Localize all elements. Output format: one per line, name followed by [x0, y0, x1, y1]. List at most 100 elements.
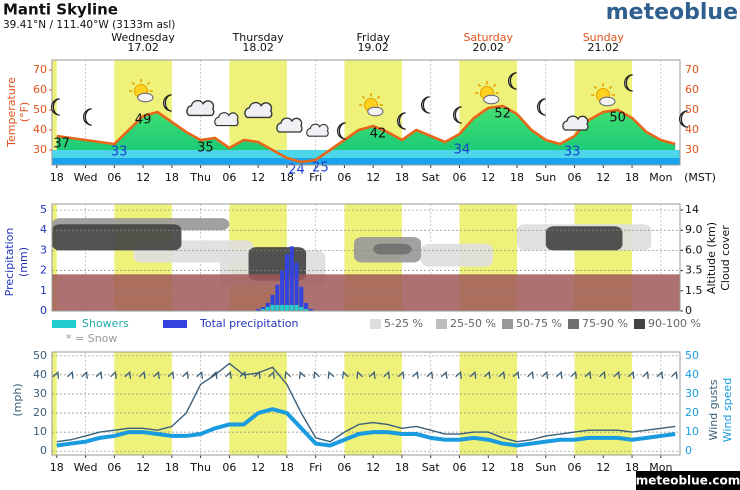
x-tick-label: 12: [596, 461, 610, 474]
cloud-area: [421, 243, 494, 267]
x-tick-label: 06: [222, 171, 236, 184]
wind-direction: [153, 370, 160, 379]
temperature-label: 33: [564, 145, 581, 160]
plot-frame: [51, 351, 681, 456]
y2-tick-label: 0: [685, 304, 692, 317]
brand: meteoblue: [606, 0, 738, 25]
precip-bar: [308, 308, 313, 311]
wind-direction: [527, 370, 534, 379]
legend-label: 90-100 %: [648, 317, 701, 330]
timezone: (MST): [684, 171, 716, 184]
wind-direction: [298, 370, 306, 379]
legend-swatch: [634, 319, 645, 329]
legend-label: Wind speed: [721, 378, 734, 442]
ground-band: [52, 158, 680, 165]
cloud-area: [545, 226, 623, 251]
wind-direction: [124, 370, 132, 379]
wind-direction: [670, 370, 678, 379]
cloud-area: [52, 224, 182, 251]
x-tick-label: 12: [366, 461, 380, 474]
x-tick-label: 12: [596, 171, 610, 184]
y-tick-label: 0: [40, 444, 47, 457]
cloud-area: [373, 243, 412, 255]
legend-label: Wind gusts: [707, 379, 720, 440]
y-tick-label-right: 30: [685, 143, 699, 156]
y-tick-label: 40: [33, 123, 47, 136]
precip-bar: [304, 302, 309, 311]
wind-direction: [599, 370, 606, 379]
x-tick-label: 18: [280, 171, 294, 184]
precip-bar: [304, 308, 309, 311]
y-tick-label: 40: [33, 368, 47, 381]
snow-note: * = Snow: [66, 332, 117, 345]
x-tick-label: Sat: [422, 171, 441, 184]
x-tick-label: Mon: [649, 461, 672, 474]
wind-direction: [498, 370, 506, 379]
x-tick-label: 06: [337, 461, 351, 474]
title: Manti Skyline: [3, 1, 118, 19]
x-tick-label: 18: [395, 461, 409, 474]
y-tick-label-right: 10: [685, 425, 699, 438]
precip-bar: [299, 286, 304, 311]
plot-frame: [51, 59, 681, 166]
x-tick-label: 18: [510, 461, 524, 474]
wind-direction: [426, 370, 434, 379]
temperature-label: 34: [454, 143, 471, 158]
wind-direction: [483, 370, 491, 379]
x-tick-label: 12: [251, 171, 265, 184]
x-tick-label: 18: [50, 461, 64, 474]
wind-direction: [66, 370, 74, 379]
wind-direction: [196, 370, 204, 379]
day-name: Sunday: [583, 31, 625, 44]
x-tick-label: 06: [107, 171, 121, 184]
wind-direction: [397, 370, 405, 379]
terrain-band: [52, 274, 680, 311]
x-tick-label: 06: [568, 461, 582, 474]
x-tick-label: 18: [625, 171, 639, 184]
cloud-legend: 5-25 % 25-50 % 50-75 % 75-90 % 90-100 %: [370, 317, 701, 330]
ground-band: [52, 150, 680, 158]
y-axis-title: Precipitation: [3, 228, 16, 297]
y-tick-label-right: 70: [685, 63, 699, 76]
precip-bar: [284, 304, 289, 311]
precip-bar: [275, 304, 280, 311]
temperature-label: 42: [370, 127, 387, 142]
daylight-band: [344, 352, 402, 455]
y-tick-label-right: 40: [685, 123, 699, 136]
precip-legend: Showers Total precipitation * = Snow: [52, 317, 299, 345]
x-tick-label: Thu: [189, 171, 211, 184]
y-tick-label-right: 20: [685, 406, 699, 419]
wind-direction: [642, 370, 649, 379]
temperature-label: 50: [609, 111, 626, 126]
y-axis-unit: (°F): [18, 102, 31, 122]
y-tick-label: 2: [40, 264, 47, 277]
y-tick-label: 0: [40, 304, 47, 317]
wind-direction: [584, 370, 592, 379]
wind-direction: [555, 370, 563, 379]
temperature-label: 33: [111, 145, 128, 160]
wind-direction: [210, 370, 218, 379]
wind-direction: [469, 370, 477, 379]
wind-direction: [181, 370, 189, 379]
x-tick-label: 06: [107, 461, 121, 474]
legend-swatch: [52, 320, 76, 328]
temperature-label: 37: [53, 137, 70, 152]
wind-direction: [268, 370, 275, 379]
precip-bar: [270, 294, 275, 311]
y2-tick-label: 6.0: [685, 243, 703, 256]
x-tick-label: 12: [136, 171, 150, 184]
y-tick-label: 30: [33, 143, 47, 156]
x-tick-label: Thu: [189, 461, 211, 474]
precip-bar: [299, 306, 304, 311]
x-tick-label: 18: [280, 461, 294, 474]
wind-direction: [52, 370, 60, 379]
day-name: Wednesday: [111, 31, 175, 44]
x-tick-label: 18: [165, 461, 179, 474]
daylight-band: [52, 204, 57, 311]
legend-swatch: [568, 319, 579, 329]
x-tick-label: 12: [481, 461, 495, 474]
temperature-label: 35: [197, 141, 214, 156]
wind-direction: [440, 370, 448, 379]
subtitle: 39.41°N / 111.40°W (3133m asl): [3, 19, 175, 31]
